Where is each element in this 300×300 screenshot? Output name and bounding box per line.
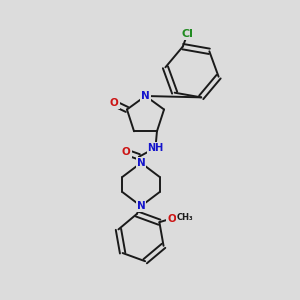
Text: O: O	[110, 98, 119, 109]
Text: N: N	[136, 201, 146, 211]
Text: N: N	[141, 91, 150, 101]
Text: NH: NH	[147, 143, 164, 153]
Text: CH₃: CH₃	[177, 214, 193, 223]
Text: N: N	[136, 158, 146, 168]
Text: Cl: Cl	[181, 29, 193, 39]
Text: O: O	[122, 147, 131, 157]
Text: O: O	[167, 214, 176, 224]
